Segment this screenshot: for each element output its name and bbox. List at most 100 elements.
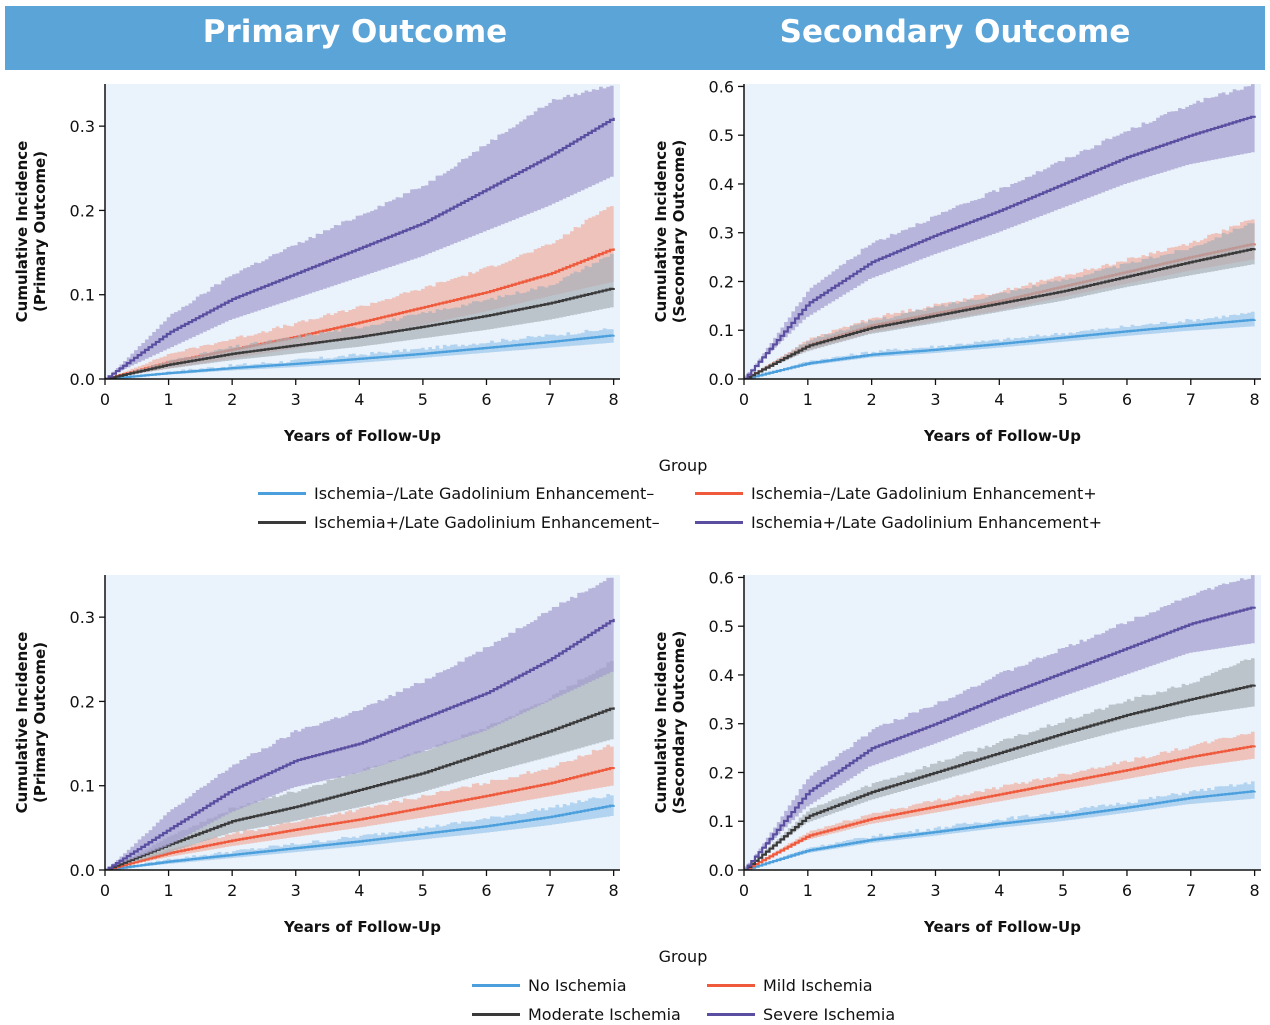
confidence-band [105, 328, 614, 379]
y-tick-label: 0.1 [70, 286, 95, 305]
series-line [105, 766, 615, 870]
series-line [744, 790, 1256, 870]
x-tick-label: 0 [739, 881, 749, 900]
y-tick-label: 0.0 [709, 861, 734, 880]
x-axis-label: Years of Follow-Up [283, 918, 441, 936]
legend-item: Severe Ischemia [707, 1005, 895, 1024]
x-tick-label: 6 [1122, 881, 1132, 900]
y-axis-label-line: Cumulative Incidence [652, 141, 670, 323]
x-tick-label: 0 [100, 390, 110, 409]
y-tick-label: 0.1 [70, 777, 95, 796]
legend-swatch [707, 984, 755, 987]
y-axis-label-line: Cumulative Incidence [652, 632, 670, 814]
confidence-band [105, 253, 614, 379]
header-bar [5, 6, 1265, 70]
series-line [744, 745, 1256, 870]
x-tick-label: 3 [291, 881, 301, 900]
y-tick-label: 0.0 [70, 861, 95, 880]
y-tick-label: 0.0 [70, 370, 95, 389]
y-axis-label-line: Cumulative Incidence [13, 141, 31, 323]
legend-label: No Ischemia [528, 976, 627, 995]
legend-label: Severe Ischemia [763, 1005, 896, 1024]
y-tick-label: 0.1 [709, 812, 734, 831]
chart-panel: 0 1 2 3 4 5 6 7 8 0.0 0.1 0.2 0.3 0.4 0.5 0.6 Years of F… [652, 568, 1261, 936]
series-line [105, 707, 615, 870]
x-tick-label: 6 [481, 881, 491, 900]
x-tick-label: 3 [930, 390, 940, 409]
y-axis-label-line: (Secondary Outcome) [670, 140, 688, 323]
confidence-band [105, 659, 614, 870]
confidence-band [105, 575, 614, 870]
confidence-band [744, 311, 1255, 379]
x-tick-label: 8 [609, 390, 619, 409]
series-line [105, 618, 615, 870]
y-tick-label: 0.6 [709, 77, 734, 96]
chart-panel: 0 1 2 3 4 5 6 7 8 0.0 0.1 0.2 0.3 Years of Follow-Up C… [13, 84, 620, 445]
x-tick-label: 0 [100, 881, 110, 900]
y-tick-label: 0.2 [709, 272, 734, 291]
y-axis-label: Cumulative Incidence(Secondary Outcome) [652, 140, 688, 323]
x-tick-label: 4 [994, 881, 1004, 900]
x-tick-label: 7 [545, 390, 555, 409]
x-tick-label: 2 [227, 390, 237, 409]
legend-swatch [258, 492, 306, 495]
x-axis-label: Years of Follow-Up [923, 427, 1081, 445]
y-tick-label: 0.2 [70, 201, 95, 220]
legend-swatch [695, 521, 743, 524]
legend-swatch [472, 1013, 520, 1016]
legend-item: Ischemia+/Late Gadolinium Enhancement– [258, 513, 660, 532]
confidence-band [744, 656, 1255, 870]
x-axis-label: Years of Follow-Up [923, 918, 1081, 936]
plot-area [744, 575, 1256, 870]
series-line [105, 287, 615, 379]
confidence-band [744, 781, 1255, 870]
y-tick-label: 0.1 [709, 321, 734, 340]
legend-swatch [695, 492, 743, 495]
legend-swatch [258, 521, 306, 524]
x-tick-label: 1 [803, 390, 813, 409]
primary-outcome-title: Primary Outcome [202, 14, 508, 50]
legend-label: Ischemia+/Late Gadolinium Enhancement– [314, 513, 660, 532]
legend-item: Ischemia+/Late Gadolinium Enhancement+ [695, 513, 1102, 532]
y-axis-label-line: (Primary Outcome) [31, 151, 49, 312]
x-tick-label: 8 [1250, 881, 1260, 900]
y-tick-label: 0.3 [709, 715, 734, 734]
y-tick-label: 0.5 [709, 617, 734, 636]
x-tick-label: 4 [354, 881, 364, 900]
x-tick-label: 2 [227, 881, 237, 900]
x-tick-label: 5 [418, 390, 428, 409]
x-tick-label: 2 [867, 390, 877, 409]
legend-swatch [472, 984, 520, 987]
x-tick-label: 5 [1058, 390, 1068, 409]
x-tick-label: 5 [1058, 881, 1068, 900]
legend-title: Group [658, 947, 708, 966]
confidence-band [105, 203, 614, 379]
x-tick-label: 5 [418, 881, 428, 900]
chart-panel: 0 1 2 3 4 5 6 7 8 0.0 0.1 0.2 0.3 0.4 0.5 0.6 Years of F… [652, 77, 1261, 445]
y-axis-label: Cumulative Incidence(Secondary Outcome) [652, 631, 688, 814]
y-axis-label-line: (Secondary Outcome) [670, 631, 688, 814]
legend-label: Ischemia+/Late Gadolinium Enhancement+ [751, 513, 1103, 532]
legend-item: Mild Ischemia [707, 976, 873, 995]
x-tick-label: 6 [1122, 390, 1132, 409]
y-tick-label: 0.6 [709, 568, 734, 587]
x-tick-label: 0 [739, 390, 749, 409]
series-line [744, 248, 1256, 379]
x-tick-label: 8 [609, 881, 619, 900]
legend-label: Ischemia–/Late Gadolinium Enhancement– [314, 484, 655, 503]
y-tick-label: 0.4 [709, 175, 734, 194]
y-axis-label: Cumulative Incidence(Primary Outcome) [13, 632, 49, 814]
confidence-band [105, 743, 614, 870]
y-tick-label: 0.2 [709, 763, 734, 782]
y-tick-label: 0.3 [70, 608, 95, 627]
legend-label: Mild Ischemia [763, 976, 873, 995]
legend-item: Moderate Ischemia [472, 1005, 681, 1024]
legend-label: Moderate Ischemia [528, 1005, 681, 1024]
y-axis-label: Cumulative Incidence(Primary Outcome) [13, 141, 49, 323]
secondary-outcome-title: Secondary Outcome [779, 14, 1131, 50]
legend-item: Ischemia–/Late Gadolinium Enhancement– [258, 484, 654, 503]
x-tick-label: 7 [1186, 881, 1196, 900]
x-axis-label: Years of Follow-Up [283, 427, 441, 445]
legend-item: Ischemia–/Late Gadolinium Enhancement+ [695, 484, 1097, 503]
